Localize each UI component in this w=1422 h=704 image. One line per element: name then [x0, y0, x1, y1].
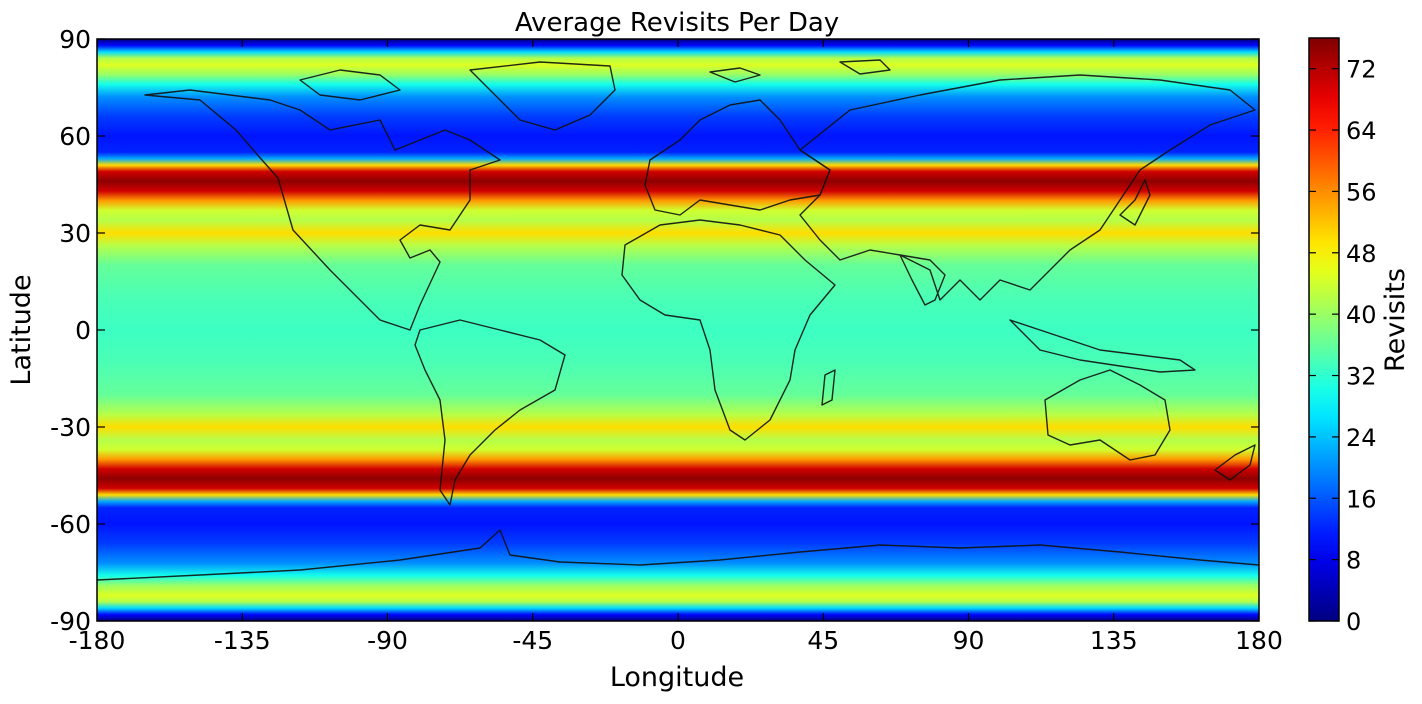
outline-greenland	[469, 61, 616, 131]
outline-australia	[1044, 369, 1171, 461]
outline-madagascar	[821, 369, 836, 406]
x-axis-label: Longitude	[610, 662, 744, 693]
x-tick-label: -180	[69, 626, 126, 655]
y-tick-label: -60	[50, 510, 91, 539]
colorbar-ticks: 0 8 16 24 32 40 48 56 64 72	[1309, 56, 1377, 636]
x-tick-label: 180	[1235, 626, 1283, 655]
colorbar-tick-label: 72	[1346, 56, 1377, 84]
chart-title: Average Revisits Per Day	[515, 8, 839, 38]
x-tick-label: 0	[670, 626, 686, 655]
heatmap-field	[97, 39, 1259, 621]
colorbar-tick-label: 0	[1346, 608, 1361, 636]
outline-south-america	[414, 319, 566, 506]
y-tick-label: 30	[59, 219, 91, 248]
outline-southeast-asia	[1009, 319, 1196, 373]
x-tick-label: 45	[807, 626, 839, 655]
colorbar-tick-label: 56	[1346, 178, 1377, 206]
y-tick-label: -30	[50, 413, 91, 442]
colorbar-tick-label: 8	[1346, 547, 1361, 575]
y-tick-label: 0	[75, 316, 91, 345]
x-tick-label: -135	[214, 626, 271, 655]
x-tick-label: 90	[953, 626, 985, 655]
colorbar-tick-label: 16	[1346, 485, 1377, 513]
outline-india	[899, 254, 946, 306]
y-tick-label: -90	[50, 607, 91, 636]
colorbar-tick-label: 32	[1346, 363, 1377, 391]
outline-asia	[799, 74, 1256, 301]
outline-arctic-islands	[299, 59, 891, 101]
y-tick-label: 60	[59, 122, 91, 151]
x-tick-label: -45	[512, 626, 553, 655]
outline-antarctica	[97, 529, 1259, 581]
colorbar-tick-label: 48	[1346, 240, 1377, 268]
colorbar-tick-label: 64	[1346, 117, 1377, 145]
y-axis-label: Latitude	[6, 274, 37, 385]
outline-japan	[1119, 179, 1151, 226]
colorbar-label: Revisits	[1380, 268, 1411, 372]
outline-africa	[621, 219, 836, 441]
outline-north-america	[144, 89, 501, 331]
x-tick-label: 135	[1090, 626, 1138, 655]
x-axis-ticks: -180 -135 -90 -45 0 45 90 135 180	[69, 39, 1283, 655]
colorbar-tick-label: 40	[1346, 301, 1377, 329]
coastline-outlines	[97, 59, 1259, 581]
y-axis-ticks: 90 60 30 0 -30 -60 -90	[50, 25, 1259, 636]
x-tick-label: -90	[367, 626, 408, 655]
outline-new-zealand	[1214, 444, 1256, 481]
y-tick-label: 90	[59, 25, 91, 54]
colorbar	[1308, 37, 1340, 622]
colorbar-tick-label: 24	[1346, 424, 1377, 452]
